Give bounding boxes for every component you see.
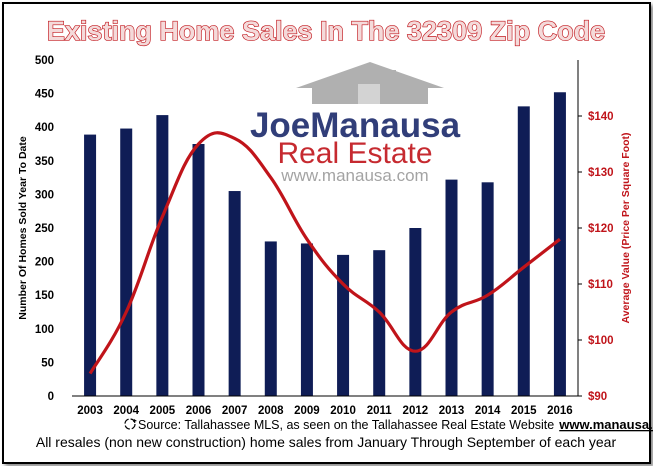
logo-word-manausa: Manausa: [310, 106, 460, 145]
bar-2006: [192, 144, 205, 396]
x-tick-2015: 2015: [511, 405, 537, 417]
x-tick-2006: 2006: [186, 405, 212, 417]
x-tick-2014: 2014: [475, 405, 501, 417]
bar-2011: [373, 250, 386, 396]
y-tick-left-500: 500: [35, 55, 54, 67]
recycle-icon: [124, 418, 137, 430]
x-tick-2009: 2009: [294, 405, 320, 417]
bar-2007: [228, 191, 241, 396]
source-url: www.manausa.com: [558, 417, 653, 432]
bar-series: [84, 92, 566, 397]
house-icon: [296, 62, 444, 104]
company-logo: JoeManausa Real Estate www.manausa.com: [250, 62, 461, 185]
y-tick-right-$110: $110: [588, 279, 613, 291]
y-tick-left-400: 400: [35, 122, 54, 134]
source-text: Source: Tallahassee MLS, as seen on the …: [138, 418, 554, 432]
footnote: All resales (non new construction) home …: [36, 434, 617, 450]
x-tick-2003: 2003: [77, 405, 103, 417]
x-tick-2010: 2010: [330, 405, 356, 417]
bar-2005: [156, 115, 169, 396]
price-line: [88, 131, 561, 375]
y-axis-left-label: Number Of Homes Sold Year To Date: [17, 136, 29, 320]
bar-2014: [481, 182, 494, 396]
y-tick-right-$140: $140: [588, 111, 614, 123]
y-tick-right-$100: $100: [588, 335, 614, 347]
x-tick-2012: 2012: [403, 405, 429, 417]
logo-name: JoeManausa: [250, 106, 461, 145]
bar-2015: [517, 106, 530, 397]
y-tick-right-$130: $130: [588, 167, 614, 179]
bar-2010: [337, 254, 350, 396]
x-tick-2005: 2005: [150, 405, 176, 417]
y-tick-left-150: 150: [35, 290, 54, 302]
bar-2009: [300, 243, 313, 396]
x-tick-2016: 2016: [547, 405, 573, 417]
y-tick-left-50: 50: [41, 357, 54, 369]
bar-2003: [84, 134, 97, 397]
logo-real-estate: Real Estate: [277, 137, 432, 170]
x-tick-2007: 2007: [222, 405, 248, 417]
axes: 0 50 100 150 200 250 300 350 400 450 500 $90 $100 $11…: [35, 55, 614, 417]
x-tick-2004: 2004: [113, 405, 139, 417]
y-tick-left-0: 0: [48, 391, 54, 403]
x-tick-2008: 2008: [258, 405, 284, 417]
y-axis-right-label: Average Value (Price Per Square Foot): [620, 132, 632, 323]
bar-2008: [264, 241, 277, 396]
x-tick-2011: 2011: [367, 405, 393, 417]
y-tick-left-200: 200: [35, 257, 54, 269]
y-tick-right-$90: $90: [588, 391, 607, 403]
y-tick-left-350: 350: [35, 156, 54, 168]
y-tick-right-$120: $120: [588, 223, 614, 235]
line-series: [88, 131, 561, 375]
source-line: Source: Tallahassee MLS, as seen on the …: [138, 417, 653, 432]
logo-url: www.manausa.com: [280, 166, 428, 185]
bar-2013: [445, 179, 458, 396]
y-tick-left-250: 250: [35, 223, 54, 235]
bar-2012: [409, 228, 422, 396]
bar-2004: [120, 128, 133, 396]
x-tick-2013: 2013: [439, 405, 465, 417]
chart-title: Existing Home Sales In The 32309 Zip Cod…: [47, 16, 605, 46]
bar-2016: [553, 92, 566, 397]
logo-word-joe: Joe: [250, 106, 310, 145]
y-tick-left-300: 300: [35, 189, 54, 201]
y-tick-left-450: 450: [35, 89, 54, 101]
y-tick-left-100: 100: [35, 324, 54, 336]
